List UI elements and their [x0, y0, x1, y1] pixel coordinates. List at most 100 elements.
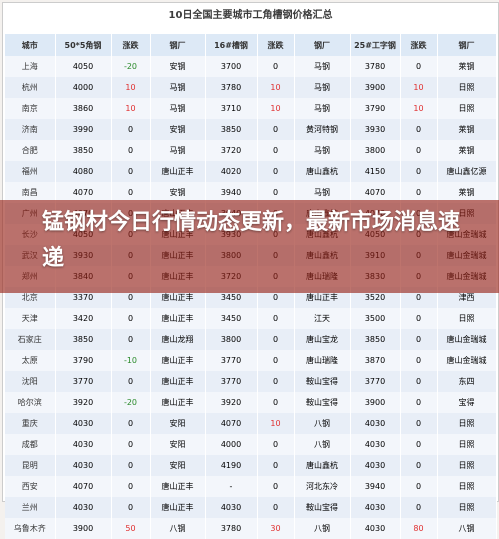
table-cell: 马钢: [150, 98, 206, 119]
header-row: 城市 50*5角钢 涨跌 钢厂 16#槽钢 涨跌 钢厂 25#工字钢 涨跌 钢厂: [5, 34, 497, 56]
table-cell: 3780: [350, 56, 401, 77]
table-cell: 3990: [55, 119, 112, 140]
table-cell: 3940: [350, 476, 401, 497]
table-cell: 安钢: [150, 56, 206, 77]
table-cell: 八钢: [437, 518, 497, 539]
table-cell: 3500: [350, 308, 401, 329]
change-cell: 0: [111, 371, 151, 392]
change-cell: 10: [257, 77, 295, 98]
table-cell: 唐山鑫杭: [294, 161, 351, 182]
change-cell: 0: [257, 392, 295, 413]
city-cell: 乌鲁木齐: [5, 518, 56, 539]
table-cell: 安钢: [150, 182, 206, 203]
table-row: 天津 3420 0 唐山正丰 3450 0 江天 3500 0 日照: [5, 308, 497, 329]
table-cell: 江天: [294, 308, 351, 329]
sheet-title: 10日全国主要城市工角槽钢价格汇总: [168, 10, 333, 21]
table-cell: 唐山金瑞城: [437, 329, 497, 350]
table-cell: 日照: [437, 455, 497, 476]
table-cell: 日照: [437, 497, 497, 518]
table-cell: 4190: [205, 455, 258, 476]
table-cell: 唐山瑞隆: [294, 350, 351, 371]
table-cell: 马钢: [294, 98, 351, 119]
change-cell: 0: [400, 308, 438, 329]
table-cell: 4000: [205, 434, 258, 455]
change-cell: 80: [400, 518, 438, 539]
table-cell: 3770: [205, 350, 258, 371]
change-cell: 0: [111, 161, 151, 182]
table-cell: 4000: [55, 77, 112, 98]
change-cell: 0: [400, 497, 438, 518]
table-cell: 马钢: [294, 56, 351, 77]
table-cell: 3770: [205, 371, 258, 392]
table-row: 南京 3860 10 马钢 3710 10 马钢 3790 10 日照: [5, 98, 497, 119]
table-cell: 日照: [437, 413, 497, 434]
table-cell: 日照: [437, 434, 497, 455]
table-cell: 安阳: [150, 455, 206, 476]
table-cell: 鞍山宝得: [294, 497, 351, 518]
table-cell: 3780: [205, 518, 258, 539]
table-cell: 3850: [55, 140, 112, 161]
table-cell: 唐山正丰: [150, 476, 206, 497]
city-cell: 重庆: [5, 413, 56, 434]
table-cell: 安钢: [150, 119, 206, 140]
change-cell: 0: [257, 329, 295, 350]
city-cell: 沈阳: [5, 371, 56, 392]
table-cell: 3800: [350, 140, 401, 161]
table-cell: 4020: [205, 161, 258, 182]
change-cell: 30: [257, 518, 295, 539]
table-cell: 唐山正丰: [150, 371, 206, 392]
change-cell: 0: [257, 476, 295, 497]
change-cell: 10: [111, 77, 151, 98]
change-cell: 0: [111, 119, 151, 140]
city-cell: 杭州: [5, 77, 56, 98]
table-row: 重庆 4030 0 安阳 4070 10 八钢 4030 0 日照: [5, 413, 497, 434]
city-cell: 西安: [5, 476, 56, 497]
change-cell: 0: [257, 140, 295, 161]
change-cell: -20: [111, 392, 151, 413]
change-cell: 0: [257, 56, 295, 77]
table-cell: 4150: [350, 161, 401, 182]
city-cell: 石家庄: [5, 329, 56, 350]
city-cell: 天津: [5, 308, 56, 329]
table-cell: 4030: [350, 434, 401, 455]
change-cell: 0: [111, 413, 151, 434]
table-cell: 八钢: [294, 434, 351, 455]
table-cell: 唐山宝龙: [294, 329, 351, 350]
change-cell: 0: [400, 140, 438, 161]
change-cell: 0: [111, 140, 151, 161]
table-cell: 宝得: [437, 392, 497, 413]
city-cell: 合肥: [5, 140, 56, 161]
table-cell: 3710: [205, 98, 258, 119]
change-cell: 10: [257, 98, 295, 119]
table-cell: 3900: [350, 77, 401, 98]
change-cell: 0: [400, 413, 438, 434]
change-cell: 0: [400, 371, 438, 392]
table-row: 石家庄 3850 0 唐山龙翔 3800 0 唐山宝龙 3850 0 唐山金瑞城: [5, 329, 497, 350]
change-cell: 0: [257, 182, 295, 203]
table-row: 乌鲁木齐 3900 50 八钢 3780 30 八钢 4030 80 八钢: [5, 518, 497, 539]
city-cell: 济南: [5, 119, 56, 140]
table-cell: 唐山正丰: [150, 350, 206, 371]
table-cell: 4030: [350, 497, 401, 518]
column-header: 16#槽钢: [205, 34, 258, 56]
table-cell: 马钢: [294, 140, 351, 161]
change-cell: 10: [400, 98, 438, 119]
change-cell: 0: [400, 476, 438, 497]
table-row: 太原 3790 -10 唐山正丰 3770 0 唐山瑞隆 3870 0 唐山金瑞城: [5, 350, 497, 371]
table-cell: 3780: [205, 77, 258, 98]
table-cell: 鞍山宝得: [294, 392, 351, 413]
change-cell: 0: [111, 476, 151, 497]
table-cell: 唐山正丰: [150, 308, 206, 329]
table-cell: 马钢: [150, 77, 206, 98]
city-cell: 太原: [5, 350, 56, 371]
table-cell: 4030: [55, 497, 112, 518]
table-cell: 3870: [350, 350, 401, 371]
city-cell: 南昌: [5, 182, 56, 203]
headline-text: 锰钢材今日行情动态更新，最新市场消息速递: [42, 210, 461, 271]
table-cell: 4030: [205, 497, 258, 518]
table-cell: 3720: [205, 140, 258, 161]
table-cell: 4030: [55, 413, 112, 434]
table-cell: 唐山龙翔: [150, 329, 206, 350]
table-cell: 3940: [205, 182, 258, 203]
table-cell: 莱钢: [437, 119, 497, 140]
